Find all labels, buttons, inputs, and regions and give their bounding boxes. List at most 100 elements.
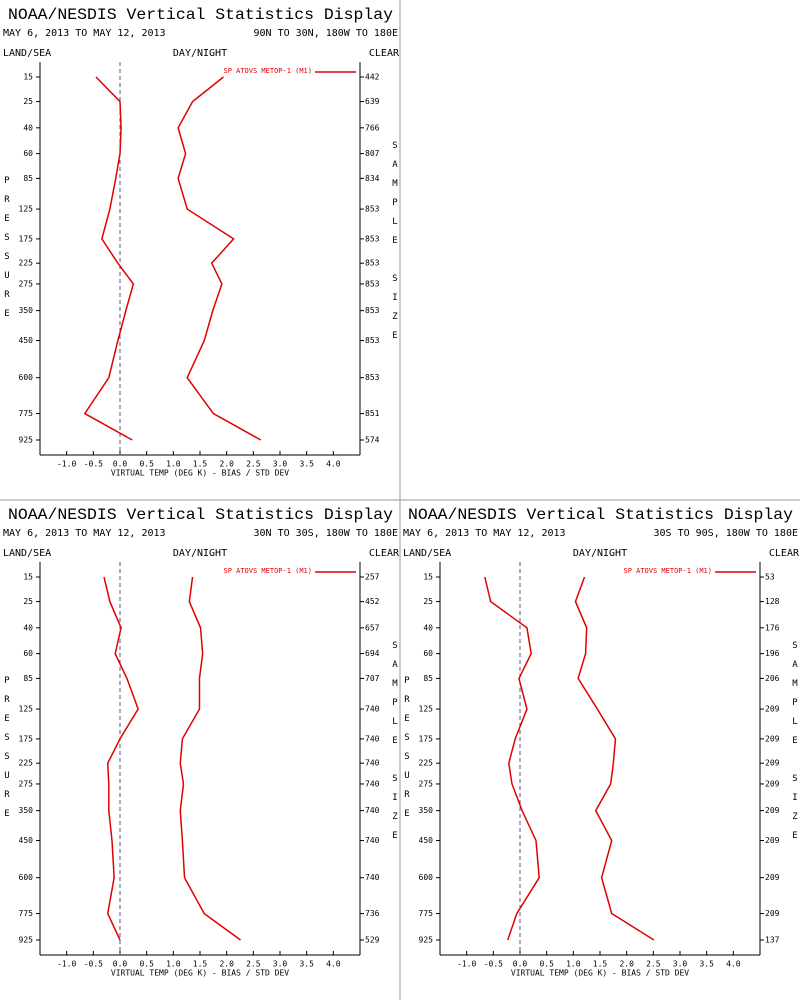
y-tick-label: 275 [419, 779, 434, 788]
x-tick-label: 1.0 [166, 460, 181, 469]
y2-axis-label: SAMPLE SIZE [790, 641, 800, 850]
land-sea: LAND/SEA [403, 548, 451, 559]
x-tick-label: -0.5 [84, 460, 103, 469]
x-tick-label: 1.5 [193, 460, 208, 469]
y-tick-label: 350 [419, 806, 434, 815]
chart-title: NOAA/NESDIS Vertical Statistics Display [8, 6, 393, 24]
y-tick-label: 350 [19, 806, 34, 815]
land-sea: LAND/SEA [3, 548, 51, 559]
y-tick-label: 925 [19, 436, 34, 445]
sample-size-label: 853 [365, 306, 380, 315]
std-dev-line [574, 576, 655, 941]
sample-size-label: 574 [365, 436, 380, 445]
sample-size-label: 740 [365, 806, 380, 815]
x-tick-label: -1.0 [57, 960, 76, 969]
date-range: MAY 6, 2013 TO MAY 12, 2013 [3, 528, 166, 539]
y-tick-label: 85 [423, 674, 433, 683]
date-range: MAY 6, 2013 TO MAY 12, 2013 [3, 28, 166, 39]
sample-size-label: 853 [365, 234, 380, 243]
x-tick-label: 4.0 [326, 960, 341, 969]
sample-size-label: 740 [365, 873, 380, 882]
y2-axis-label: SAMPLE SIZE [390, 141, 400, 350]
date-range: MAY 6, 2013 TO MAY 12, 2013 [403, 528, 566, 539]
sample-size-label: 740 [365, 705, 380, 714]
x-tick-label: 0.5 [139, 460, 154, 469]
sample-size-label: 853 [365, 259, 380, 268]
y2-axis-label: SAMPLE SIZE [390, 641, 400, 850]
std-dev-line [177, 76, 262, 441]
y-tick-label: 600 [19, 873, 34, 882]
x-tick-label: 3.5 [299, 960, 314, 969]
legend-label: SP ATOVS METOP-1 (M1) [623, 567, 712, 575]
sample-size-label: 694 [365, 649, 380, 658]
y-tick-label: 450 [19, 336, 34, 345]
x-tick-label: 0.0 [113, 460, 128, 469]
sample-size-label: 209 [765, 873, 780, 882]
x-tick-label: 0.0 [113, 960, 128, 969]
sample-size-label: 176 [765, 623, 780, 632]
clear: CLEAR [769, 548, 800, 559]
y-tick-label: 40 [23, 623, 33, 632]
sample-size-label: 257 [365, 573, 380, 582]
x-tick-label: -0.5 [484, 960, 503, 969]
sample-size-label: 853 [365, 336, 380, 345]
region: 30N TO 30S, 180W TO 180E [254, 528, 399, 539]
region: 90N TO 30N, 180W TO 180E [254, 28, 399, 39]
y-tick-label: 775 [19, 409, 34, 418]
x-tick-label: 3.0 [273, 960, 288, 969]
sample-size-label: 209 [765, 806, 780, 815]
x-axis-label: VIRTUAL TEMP (DEG K) - BIAS / STD DEV [111, 469, 289, 478]
x-tick-label: 4.0 [726, 960, 741, 969]
sample-size-label: 209 [765, 836, 780, 845]
y-tick-label: 15 [23, 573, 33, 582]
y-tick-label: 275 [19, 779, 34, 788]
sample-size-label: 834 [365, 174, 380, 183]
y-tick-label: 25 [23, 597, 33, 606]
sample-size-label: 209 [765, 759, 780, 768]
y-tick-label: 125 [19, 205, 34, 214]
x-tick-label: 2.0 [219, 960, 234, 969]
x-tick-label: 0.5 [539, 960, 554, 969]
std-dev-line [179, 576, 241, 941]
y-tick-label: 40 [23, 123, 33, 132]
y-tick-label: 60 [23, 649, 33, 658]
x-tick-label: 0.0 [513, 960, 528, 969]
sample-size-label: 452 [365, 597, 380, 606]
y-tick-label: 175 [19, 234, 34, 243]
y-tick-label: 125 [419, 705, 434, 714]
x-axis-label: VIRTUAL TEMP (DEG K) - BIAS / STD DEV [111, 969, 289, 978]
y-axis-label: PRESSURE [2, 676, 12, 828]
sample-size-label: 137 [765, 936, 780, 945]
chart-title: NOAA/NESDIS Vertical Statistics Display [408, 506, 793, 524]
sample-size-label: 53 [765, 573, 775, 582]
y-tick-label: 60 [23, 149, 33, 158]
chart-title: NOAA/NESDIS Vertical Statistics Display [8, 506, 393, 524]
x-tick-label: 3.0 [673, 960, 688, 969]
y-tick-label: 225 [19, 259, 34, 268]
y-tick-label: 175 [419, 734, 434, 743]
y-tick-label: 600 [19, 373, 34, 382]
x-tick-label: 2.0 [219, 460, 234, 469]
y-axis-label: PRESSURE [2, 176, 12, 328]
x-tick-label: 2.5 [646, 960, 661, 969]
bias-line [484, 576, 540, 941]
sample-size-label: 740 [365, 836, 380, 845]
day-night: DAY/NIGHT [173, 48, 227, 59]
sample-size-label: 209 [765, 705, 780, 714]
y-tick-label: 175 [19, 734, 34, 743]
sample-size-label: 209 [765, 909, 780, 918]
sample-size-label: 657 [365, 623, 380, 632]
x-tick-label: 1.5 [593, 960, 608, 969]
day-night: DAY/NIGHT [573, 548, 627, 559]
land-sea: LAND/SEA [3, 48, 51, 59]
x-tick-label: -1.0 [457, 960, 476, 969]
sample-size-label: 853 [365, 373, 380, 382]
x-tick-label: -1.0 [57, 460, 76, 469]
y-tick-label: 925 [19, 936, 34, 945]
day-night: DAY/NIGHT [173, 548, 227, 559]
y-tick-label: 600 [419, 873, 434, 882]
x-tick-label: 0.5 [139, 960, 154, 969]
x-tick-label: 3.0 [273, 460, 288, 469]
sample-size-label: 740 [365, 759, 380, 768]
clear: CLEAR [369, 548, 400, 559]
